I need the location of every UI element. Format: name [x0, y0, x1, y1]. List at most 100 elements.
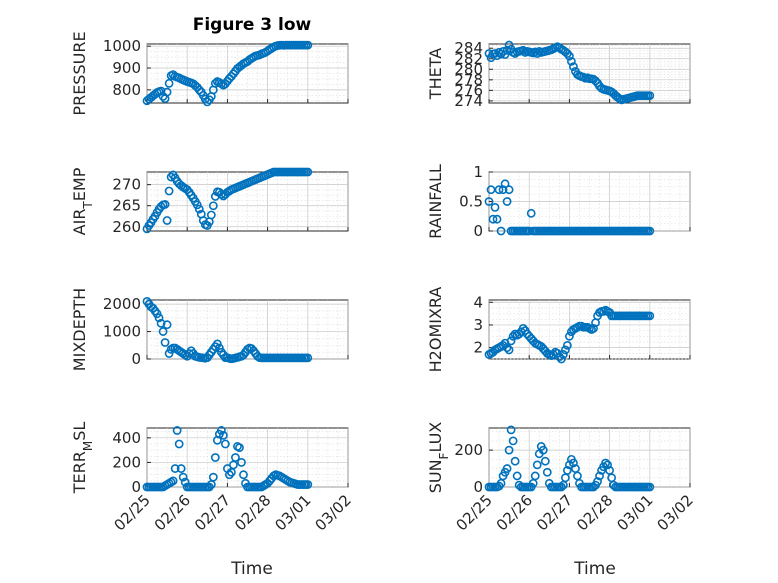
- data-point: [216, 426, 226, 435]
- data-point: [518, 323, 528, 333]
- x-tick-label: 02/28: [231, 491, 274, 534]
- data-point: [490, 49, 500, 58]
- y-axis-label: H2OMIXRA: [426, 287, 445, 373]
- data-point: [212, 339, 222, 349]
- data-point: [164, 186, 174, 196]
- data-point: [589, 482, 598, 492]
- data-point: [490, 202, 500, 212]
- data-point: [562, 340, 572, 350]
- y-tick-label: 0: [131, 350, 141, 368]
- data-point: [532, 49, 542, 58]
- data-point: [194, 85, 204, 95]
- data-point: [506, 336, 516, 346]
- data-point: [645, 226, 655, 236]
- data-point: [510, 456, 520, 466]
- y-tick-label: 276: [454, 81, 483, 99]
- y-tick-label: 200: [112, 453, 141, 471]
- data-point: [160, 200, 170, 209]
- data-point: [518, 45, 528, 55]
- y-tick-label: 284: [454, 39, 483, 57]
- data-point: [512, 471, 522, 481]
- data-point: [303, 40, 313, 50]
- data-point: [166, 172, 176, 182]
- data-point: [542, 467, 552, 477]
- y-axis-label: RAINFALL: [426, 164, 445, 239]
- data-point: [158, 327, 168, 336]
- data-point: [486, 185, 496, 195]
- data-point: [170, 464, 180, 473]
- data-point: [154, 313, 164, 323]
- y-tick-label: 2: [473, 339, 483, 357]
- y-tick-label: 0: [473, 222, 483, 240]
- data-point: [504, 345, 514, 355]
- y-tick-label: 265: [112, 197, 141, 215]
- x-tick-label: 03/02: [312, 491, 355, 534]
- y-tick-label: 278: [454, 71, 483, 89]
- y-tick-label: 280: [454, 60, 483, 78]
- data-point: [538, 445, 548, 455]
- y-tick-label: 0: [473, 478, 483, 496]
- data-point: [488, 214, 498, 224]
- data-point: [500, 50, 510, 59]
- data-point: [502, 464, 512, 473]
- y-tick-label: 1000: [103, 37, 141, 55]
- data-point: [218, 430, 228, 440]
- data-point: [178, 472, 188, 482]
- data-point: [225, 470, 234, 480]
- data-point: [540, 456, 550, 466]
- data-point: [530, 47, 540, 57]
- y-tick-label: 274: [454, 92, 483, 110]
- data-point: [504, 40, 514, 50]
- data-point: [494, 185, 504, 195]
- data-point: [558, 350, 568, 359]
- data-point: [567, 56, 576, 66]
- subplot-pressure: 800 900 1000 PRESSURE: [70, 31, 349, 116]
- data-point: [192, 200, 202, 210]
- data-point: [303, 353, 313, 363]
- data-point: [565, 51, 574, 61]
- data-point: [496, 226, 506, 236]
- y-axis-label: MIXDEPTH: [70, 288, 89, 371]
- data-point: [506, 425, 516, 435]
- data-point: [202, 97, 212, 107]
- data-point: [162, 216, 172, 225]
- y-tick-label: 200: [454, 441, 483, 459]
- data-point: [210, 78, 220, 88]
- figure-title: Figure 3 low: [193, 15, 312, 35]
- data-point: [492, 214, 502, 224]
- data-point: [645, 311, 655, 321]
- data-point: [532, 460, 542, 470]
- data-point: [172, 426, 182, 435]
- data-point: [152, 309, 162, 319]
- data-point: [504, 185, 514, 195]
- data-point: [174, 439, 184, 449]
- data-point: [502, 197, 512, 206]
- y-tick-label: 2000: [103, 295, 141, 313]
- data-point: [208, 201, 218, 211]
- data-point: [569, 62, 578, 72]
- data-point: [168, 476, 178, 486]
- data-point: [156, 86, 166, 96]
- data-point: [508, 436, 518, 446]
- data-point: [603, 460, 612, 470]
- y-axis-label: PRESSURE: [70, 31, 89, 115]
- y-tick-label: 0: [131, 478, 141, 496]
- x-tick-label: 02/25: [453, 491, 496, 534]
- subplot-rainfall: 0 0.5 1 RAINFALL: [426, 163, 691, 240]
- y-tick-label: 270: [112, 176, 141, 194]
- data-point: [500, 179, 510, 189]
- data-point: [484, 197, 494, 206]
- data-point: [601, 458, 610, 468]
- x-tick-label: 02/28: [573, 491, 616, 534]
- x-tick-label: 02/27: [191, 491, 234, 534]
- data-point: [569, 458, 578, 468]
- data-point: [204, 482, 214, 492]
- data-point: [176, 464, 186, 473]
- y-axis-label: THETA: [426, 48, 445, 100]
- subplot-air-temp: 260 265 270 AIRTEMP: [70, 167, 349, 236]
- data-point: [562, 466, 572, 475]
- y-tick-label: 0.5: [459, 193, 483, 211]
- data-point: [484, 49, 494, 58]
